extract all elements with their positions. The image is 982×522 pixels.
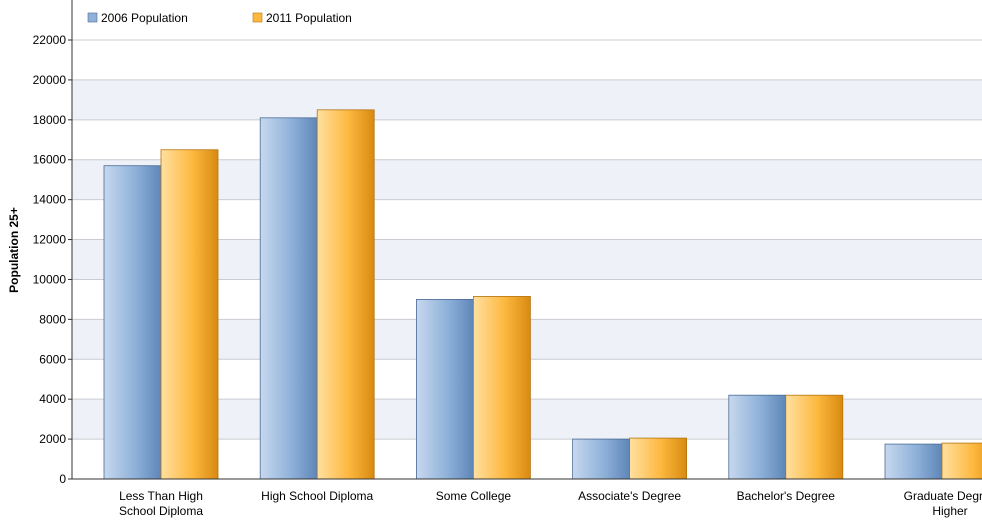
y-tick-label: 22000	[33, 33, 67, 47]
legend-swatch	[252, 12, 263, 23]
y-tick-label: 2000	[39, 432, 66, 446]
bar-2011-1	[316, 109, 375, 480]
bar-2006-0	[103, 165, 162, 480]
y-tick-label: 8000	[39, 312, 66, 326]
y-tick-label: 10000	[33, 272, 67, 286]
x-category-label: Bachelor's Degree	[737, 489, 836, 503]
bar-2011-4	[785, 394, 844, 480]
bar-2011-5	[941, 442, 982, 480]
y-tick-label: 4000	[39, 392, 66, 406]
plot-band	[72, 79, 982, 120]
y-axis-title: Population 25+	[7, 207, 21, 293]
plot-band	[72, 239, 982, 280]
x-category-label: Some College	[436, 489, 512, 503]
bar-2011-3	[629, 437, 687, 480]
y-tick-label: 16000	[33, 153, 67, 167]
legend-label: 2006 Population	[101, 11, 188, 25]
x-category-label: Associate's Degree	[578, 489, 681, 503]
legend-label: 2011 Population	[266, 11, 352, 25]
bar-2006-1	[259, 117, 318, 480]
legend: 2006 Population 2011 Population	[87, 11, 352, 25]
bar-2011-0	[160, 149, 219, 480]
y-tick-label: 20000	[33, 73, 67, 87]
y-tick-labels: 0 2000 4000 6000 8000 10000 12000 14000 16000 180…	[33, 33, 72, 486]
x-category-label: High School Diploma	[261, 489, 373, 503]
bar-2006-3	[572, 438, 630, 480]
y-tick-label: 12000	[33, 233, 67, 247]
x-category-label: Higher	[932, 504, 967, 518]
y-tick-label: 18000	[33, 113, 67, 127]
x-category-label: Graduate Degree	[904, 489, 982, 503]
bar-2006-2	[415, 299, 474, 480]
bar-2006-4	[728, 394, 787, 480]
x-category-label: Less Than High	[119, 489, 203, 503]
bar-2006-5	[884, 443, 943, 480]
legend-swatch	[87, 12, 98, 23]
x-category-label: School Diploma	[119, 504, 203, 518]
y-tick-label: 6000	[39, 352, 66, 366]
bar-2011-2	[472, 296, 531, 480]
y-tick-label: 14000	[33, 193, 67, 207]
y-tick-label: 0	[59, 472, 66, 486]
bars	[103, 109, 982, 480]
plot-band	[72, 159, 982, 200]
